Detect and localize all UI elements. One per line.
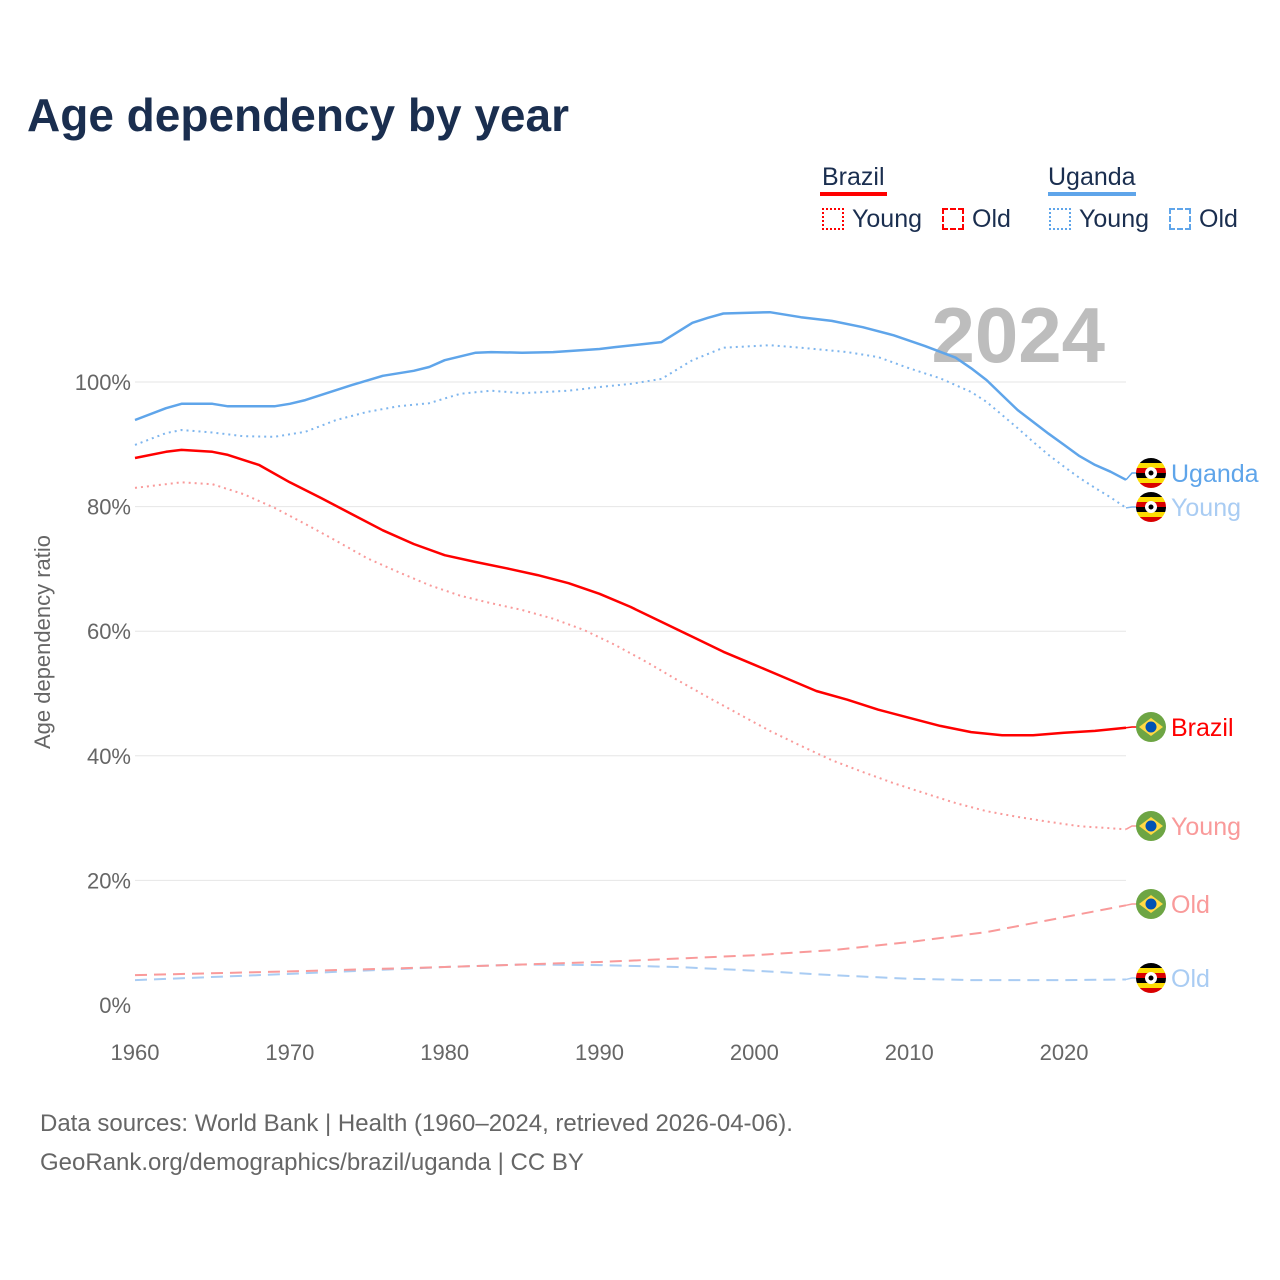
year-watermark: 2024: [931, 291, 1105, 379]
end-label: Old: [1171, 965, 1210, 993]
series-line-brazil-young: [134, 481, 1127, 831]
flag-crane: [1148, 975, 1154, 981]
series-line-uganda: [134, 310, 1127, 481]
source-link[interactable]: GeoRank.org/demographics/brazil/uganda |…: [40, 1149, 584, 1176]
uganda-flag-icon: [1136, 458, 1166, 488]
legend-dashed-swatch: [942, 208, 964, 230]
end-label: Young: [1171, 813, 1241, 841]
end-label: Uganda: [1171, 460, 1259, 488]
flag-globe: [1145, 898, 1157, 910]
series-line-brazil-old: [134, 904, 1127, 977]
flag-globe: [1145, 721, 1157, 733]
legend-uganda-young[interactable]: Young: [1079, 205, 1149, 233]
flag-stripe: [1136, 483, 1166, 488]
flag-crane: [1148, 504, 1154, 510]
uganda-flag-icon: [1136, 492, 1166, 522]
end-label: Brazil: [1171, 714, 1234, 742]
y-tick-label: 40%: [87, 744, 131, 769]
flag-stripe: [1136, 492, 1166, 497]
legend-dotted-swatch: [1049, 208, 1071, 230]
legend-brazil-young[interactable]: Young: [852, 205, 922, 233]
brazil-flag-icon: [1136, 889, 1166, 919]
chart-title: Age dependency by year: [27, 89, 569, 141]
legend-dotted-swatch: [822, 208, 844, 230]
y-tick-label: 0%: [99, 993, 131, 1018]
brazil-flag-icon: [1136, 811, 1166, 841]
end-label: Young: [1171, 494, 1241, 522]
legend-brazil-old[interactable]: Old: [972, 205, 1011, 233]
legend-brazil[interactable]: Brazil: [822, 163, 885, 191]
series-line-brazil: [134, 448, 1127, 737]
x-tick-label: 1980: [420, 1040, 469, 1065]
y-tick-label: 100%: [75, 370, 131, 395]
x-tick-label: 1960: [111, 1040, 160, 1065]
flag-stripe: [1136, 968, 1166, 973]
flag-globe: [1145, 820, 1157, 832]
flag-stripe: [1136, 512, 1166, 517]
x-tick-label: 2020: [1040, 1040, 1089, 1065]
legend-dashed-swatch: [1169, 208, 1191, 230]
flag-crane: [1148, 470, 1154, 476]
flag-stripe: [1136, 983, 1166, 988]
legend-uganda-old[interactable]: Old: [1199, 205, 1238, 233]
legend-uganda[interactable]: Uganda: [1048, 163, 1136, 191]
flag-stripe: [1136, 963, 1166, 968]
x-tick-label: 1970: [265, 1040, 314, 1065]
x-tick-label: 2010: [885, 1040, 934, 1065]
y-axis-label: Age dependency ratio: [30, 535, 55, 749]
end-label: Old: [1171, 891, 1210, 919]
brazil-flag-icon: [1136, 712, 1166, 742]
flag-stripe: [1136, 458, 1166, 463]
y-tick-label: 20%: [87, 868, 131, 893]
uganda-flag-icon: [1136, 963, 1166, 993]
flag-stripe: [1136, 497, 1166, 502]
series-line-uganda-old: [134, 963, 1127, 982]
x-tick-label: 1990: [575, 1040, 624, 1065]
source-text: Data sources: World Bank | Health (1960–…: [40, 1110, 793, 1137]
y-tick-label: 60%: [87, 619, 131, 644]
flag-stripe: [1136, 517, 1166, 522]
flag-stripe: [1136, 988, 1166, 993]
flag-stripe: [1136, 463, 1166, 468]
x-tick-label: 2000: [730, 1040, 779, 1065]
flag-stripe: [1136, 478, 1166, 483]
legend-brazil-swatch: [820, 192, 887, 196]
legend-uganda-swatch: [1048, 192, 1136, 196]
y-tick-label: 80%: [87, 495, 131, 520]
